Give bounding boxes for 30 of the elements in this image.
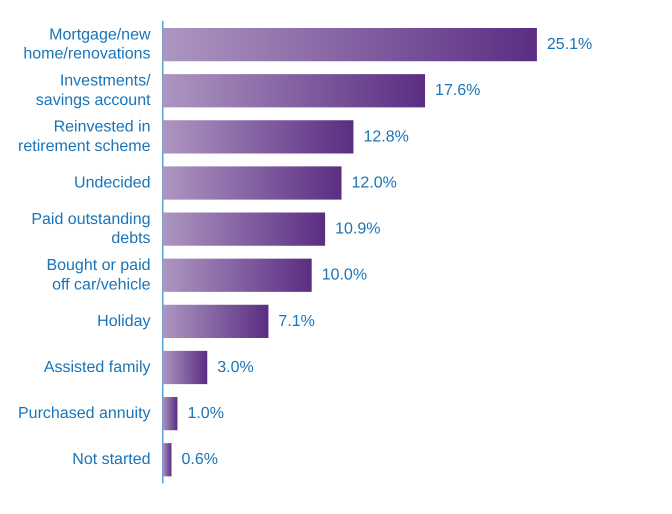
bar (162, 397, 178, 430)
y-tick-label: Mortgage/new home/renovations (23, 26, 151, 63)
data-label: 3.0% (217, 358, 254, 376)
data-label: 17.6% (435, 82, 480, 100)
y-tick-label: Reinvested in retirement scheme (18, 118, 151, 155)
y-tick-label: Bought or paid off car/vehicle (46, 257, 151, 294)
data-label: 12.8% (363, 128, 409, 146)
data-label: 1.0% (187, 405, 224, 422)
bar (162, 258, 312, 292)
bar (162, 212, 326, 246)
bar (162, 443, 172, 476)
data-label: 0.6% (181, 451, 218, 468)
data-label: 7.1% (278, 312, 315, 330)
bar (162, 350, 208, 384)
bar (162, 74, 426, 108)
y-tick-label: Assisted family (44, 358, 151, 376)
y-tick-label: Not started (72, 451, 151, 468)
bar (162, 304, 268, 338)
data-label: 25.1% (546, 36, 592, 54)
y-tick-label: Undecided (74, 174, 151, 192)
bar (162, 28, 537, 62)
data-label: 10.9% (335, 220, 380, 238)
data-label: 12.0% (352, 174, 397, 192)
bar (162, 166, 342, 200)
y-tick-label: Purchased annuity (18, 405, 151, 422)
y-tick-label: Paid outstanding debts (31, 210, 151, 248)
data-label: 10.0% (322, 266, 368, 284)
y-tick-label: Holiday (97, 312, 151, 330)
y-tick-label: Investments/ savings account (36, 72, 152, 109)
bar (162, 120, 354, 154)
